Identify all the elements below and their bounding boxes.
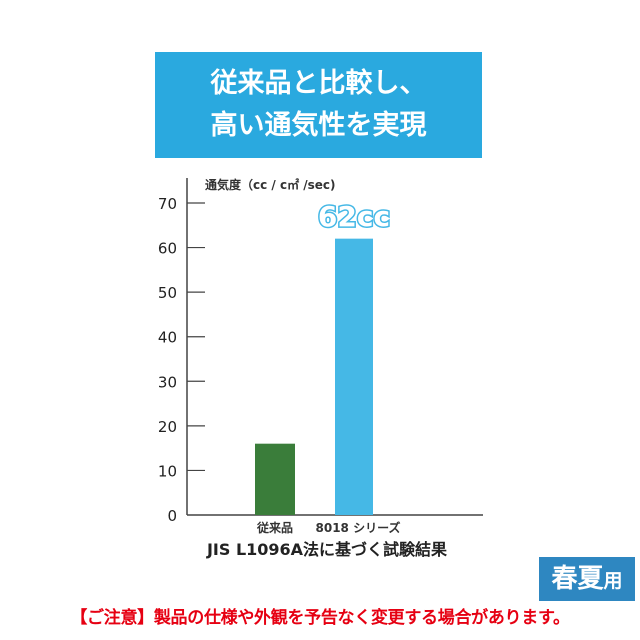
headline-line-1: 従来品と比較し、 [210,68,427,99]
headline-line-2: 高い通気性を実現 [210,110,427,141]
y-tick-label: 50 [158,284,177,302]
y-tick-label: 30 [158,373,177,391]
bar-1 [255,443,295,515]
y-tick-label: 40 [158,329,177,347]
headline-banner: 従来品と比較し、 高い通気性を実現 [155,52,482,158]
y-tick-label: 10 [158,462,177,480]
y-tick-label: 70 [158,195,177,213]
y-axis-label: 通気度（cc / c㎡ /sec) [205,177,336,192]
x-tick-label: 8018 シリーズ [316,520,401,535]
y-tick-label: 60 [158,240,177,258]
bar-2 [335,238,373,515]
x-tick-label: 従来品 [256,520,293,535]
badge-suffix: 用 [603,570,623,592]
value-annotation: 62cc [318,200,390,233]
caution-note: 【ご注意】製品の仕様や外観を予告なく変更する場合があります。 [70,608,570,628]
badge-main: 春夏 [551,564,604,594]
y-tick-label: 0 [167,507,177,525]
caption: JIS L1096A法に基づく試験結果 [206,540,447,559]
season-badge: 春夏用 [539,557,635,601]
y-tick-label: 20 [158,418,177,436]
